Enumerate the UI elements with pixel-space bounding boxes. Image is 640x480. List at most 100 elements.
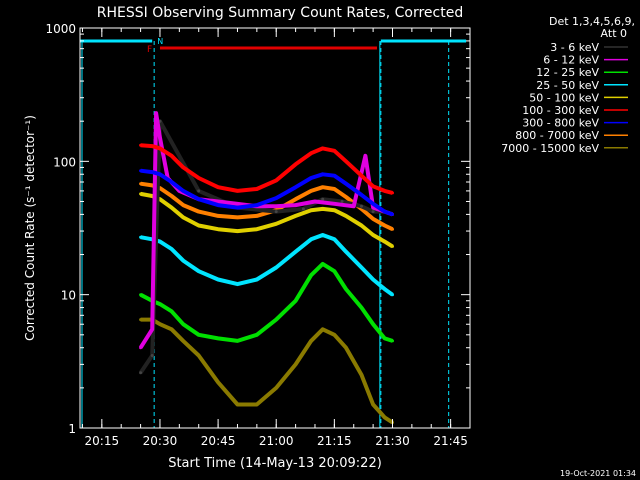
series-point xyxy=(309,189,313,193)
series-point xyxy=(139,192,143,196)
series-point xyxy=(154,111,158,115)
series-point xyxy=(139,143,143,147)
series-point xyxy=(309,208,313,212)
series-point xyxy=(274,204,278,208)
timestamp: 19-Oct-2021 01:34 xyxy=(560,469,636,478)
y-tick-label: 10 xyxy=(61,289,76,303)
chart-title: RHESSI Observing Summary Count Rates, Co… xyxy=(97,5,463,21)
series-point xyxy=(158,172,162,176)
series-point xyxy=(158,302,162,306)
series-point xyxy=(139,293,143,297)
flare-label: F xyxy=(147,45,152,55)
series-point xyxy=(236,339,239,343)
series-point xyxy=(332,149,336,153)
series-point xyxy=(383,287,387,291)
series-point xyxy=(391,227,394,231)
series-point xyxy=(216,278,220,281)
series-point xyxy=(332,208,336,212)
series-point xyxy=(301,207,305,211)
series-point xyxy=(216,203,220,207)
series-point xyxy=(236,202,239,206)
series-point xyxy=(321,233,325,237)
series-point xyxy=(274,178,278,182)
axes: 20:15 20:30 20:45 21:00 21:15 21:30 21:45 1 10 10… xyxy=(45,22,471,448)
series-point xyxy=(321,327,325,331)
x-tick-label: 21:00 xyxy=(259,434,294,448)
series-point xyxy=(371,217,375,221)
series-point xyxy=(274,210,278,214)
legend-label: 300 - 800 keV xyxy=(522,117,599,130)
series-point xyxy=(197,189,201,193)
series-point xyxy=(391,244,394,248)
y-tick-label: 100 xyxy=(53,155,76,169)
series-point xyxy=(371,210,375,214)
series-point xyxy=(236,189,239,193)
legend-header-line1: Det 1,3,4,5,6,9, xyxy=(549,15,635,28)
series-point xyxy=(360,174,363,178)
series-point xyxy=(170,309,174,313)
series-point xyxy=(294,185,298,189)
series-point xyxy=(363,154,367,158)
night-label: N xyxy=(157,37,163,46)
legend-label: 12 - 25 keV xyxy=(536,66,599,79)
series-point xyxy=(383,210,387,214)
series-point xyxy=(360,193,363,197)
series-point xyxy=(236,229,239,233)
x-axis-label: Start Time (14-May-13 20:09:22) xyxy=(168,456,382,471)
legend-label: 7000 - 15000 keV xyxy=(501,142,599,155)
series-point xyxy=(181,165,185,169)
series-point xyxy=(371,278,375,281)
series-point xyxy=(255,227,259,231)
series-point xyxy=(236,215,239,219)
series-point xyxy=(158,136,162,140)
series-point xyxy=(360,373,363,377)
x-tick-label: 21:15 xyxy=(317,434,352,448)
series-point xyxy=(255,333,259,337)
series-point xyxy=(344,182,348,186)
plot-area: NF xyxy=(80,37,467,428)
series-point xyxy=(150,354,154,357)
series-point xyxy=(294,203,298,207)
series-point xyxy=(255,403,259,406)
series-point xyxy=(236,403,239,406)
series-point xyxy=(170,180,174,184)
series-point xyxy=(139,169,143,173)
series-point xyxy=(150,144,154,148)
series-point xyxy=(216,336,220,340)
series-point xyxy=(216,380,220,384)
series-point xyxy=(321,146,325,150)
series-point xyxy=(294,250,298,254)
series-point xyxy=(255,203,259,207)
series-point xyxy=(158,322,162,326)
legend-label: 50 - 100 keV xyxy=(529,91,599,104)
series-point xyxy=(383,336,387,340)
series-point xyxy=(274,318,278,322)
series-point xyxy=(181,215,185,219)
series-point xyxy=(332,269,336,273)
series-point xyxy=(371,184,375,188)
series-point xyxy=(170,247,174,251)
series-point xyxy=(197,354,201,357)
series-point xyxy=(294,162,298,166)
x-tick-label: 20:15 xyxy=(85,434,120,448)
series-point xyxy=(294,362,298,366)
series-point xyxy=(391,339,394,343)
x-tick-label: 21:30 xyxy=(375,434,410,448)
series-point xyxy=(197,210,201,214)
series-point xyxy=(139,371,143,375)
x-tick-label: 21:45 xyxy=(433,434,468,448)
series-point xyxy=(197,176,201,180)
series-point xyxy=(274,386,278,390)
series-point xyxy=(371,403,375,406)
series-point xyxy=(371,206,375,210)
series-point xyxy=(321,197,325,201)
series-point xyxy=(197,224,201,227)
series-point xyxy=(371,322,375,326)
series-point xyxy=(391,293,394,297)
series-point xyxy=(139,235,143,239)
series-point xyxy=(274,222,278,226)
series-point xyxy=(216,227,220,231)
